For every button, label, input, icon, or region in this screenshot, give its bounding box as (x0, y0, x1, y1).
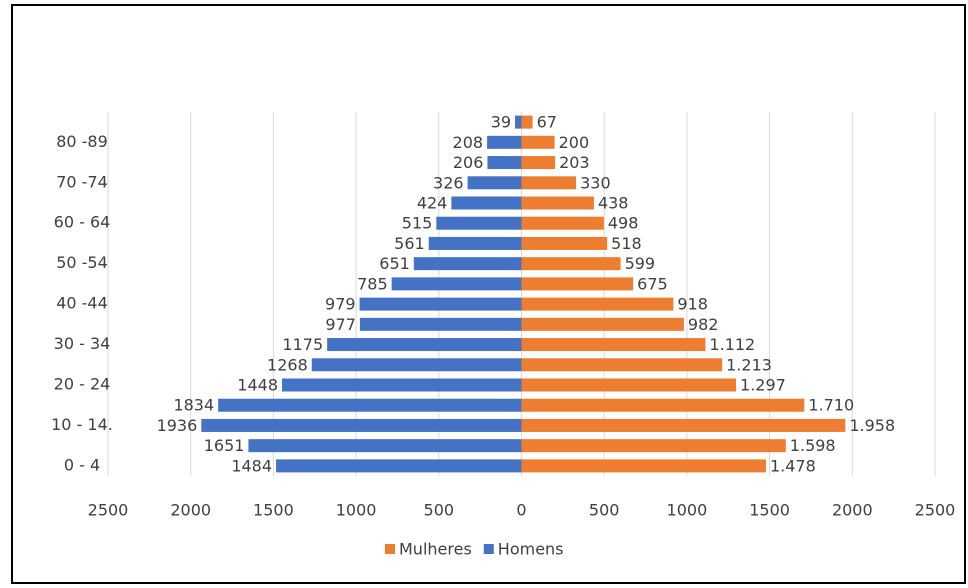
y-tick-label: 70 -74 (56, 172, 108, 191)
data-label: 1.297 (740, 376, 786, 395)
y-tick-label: 10 - 14. (51, 415, 113, 434)
x-tick-label: 500 (589, 501, 620, 520)
data-label: 1.598 (790, 436, 836, 455)
y-tick-label: 40 -44 (56, 294, 108, 313)
bar (521, 257, 621, 271)
data-label: 424 (417, 194, 448, 213)
bar (515, 115, 522, 129)
data-label: 208 (453, 133, 484, 152)
data-label: 599 (625, 254, 656, 273)
x-tick-label: 1000 (667, 501, 708, 520)
bar (359, 297, 522, 311)
x-tick-label: 2500 (88, 501, 129, 520)
data-label: 918 (677, 295, 708, 314)
legend-label: Homens (498, 540, 564, 559)
data-label: 515 (402, 214, 433, 233)
bar (327, 338, 522, 352)
y-tick-label: 50 -54 (56, 253, 108, 272)
bar (276, 459, 522, 473)
data-label: 1651 (204, 436, 245, 455)
data-label: 651 (379, 254, 410, 273)
data-label: 1936 (157, 416, 198, 435)
x-tick-label: 2000 (170, 501, 211, 520)
bar (521, 196, 594, 210)
y-tick-label: 0 - 4 (64, 455, 100, 474)
data-label: 203 (559, 153, 590, 172)
x-tick-label: 1500 (749, 501, 790, 520)
bar (451, 196, 522, 210)
bar (359, 317, 522, 331)
data-label: 1.710 (808, 396, 854, 415)
bar (311, 358, 522, 372)
x-tick-label: 1000 (336, 501, 377, 520)
bar (521, 398, 805, 412)
chart-frame (11, 4, 966, 584)
data-label: 1484 (231, 456, 272, 475)
bar (521, 216, 604, 230)
bar (467, 176, 522, 190)
bar (521, 156, 556, 170)
y-tick-label: 80 -89 (56, 132, 108, 151)
data-label: 561 (394, 234, 425, 253)
bar (521, 176, 577, 190)
bar (248, 439, 522, 453)
bar (487, 135, 522, 149)
data-label: 1448 (237, 376, 278, 395)
bar (391, 277, 522, 291)
bar (521, 358, 723, 372)
data-label: 1268 (267, 355, 308, 374)
bar (487, 156, 522, 170)
bar (521, 277, 634, 291)
data-label: 979 (325, 295, 356, 314)
data-label: 1.213 (726, 355, 772, 374)
data-label: 39 (491, 113, 511, 132)
data-label: 518 (611, 234, 642, 253)
bar (521, 378, 737, 392)
bar (282, 378, 522, 392)
data-label: 977 (325, 315, 356, 334)
data-label: 326 (433, 173, 464, 192)
data-label: 498 (608, 214, 639, 233)
data-label: 206 (453, 153, 484, 172)
data-label: 438 (598, 194, 629, 213)
x-tick-label: 1500 (253, 501, 294, 520)
data-label: 1834 (173, 396, 214, 415)
y-tick-label: 30 - 34 (54, 334, 111, 353)
data-label: 67 (537, 113, 557, 132)
bar (413, 257, 522, 271)
bar (521, 338, 706, 352)
x-tick-label: 2500 (915, 501, 956, 520)
bar (521, 418, 846, 432)
bar (521, 439, 786, 453)
bar (436, 216, 522, 230)
bar (218, 398, 522, 412)
data-label: 785 (357, 274, 388, 293)
legend-label: Mulheres (399, 540, 472, 559)
data-label: 982 (688, 315, 719, 334)
data-label: 1.112 (709, 335, 755, 354)
bar (521, 135, 555, 149)
bar (201, 418, 522, 432)
bar (521, 459, 766, 473)
x-tick-label: 2000 (832, 501, 873, 520)
data-label: 1175 (282, 335, 323, 354)
bar (521, 115, 533, 129)
data-label: 200 (559, 133, 590, 152)
legend-swatch (483, 544, 494, 554)
bar (428, 236, 522, 250)
bar (521, 297, 674, 311)
data-label: 675 (637, 274, 668, 293)
legend-swatch (385, 544, 395, 554)
x-tick-label: 0 (516, 501, 526, 520)
y-tick-label: 60 - 64 (54, 213, 111, 232)
y-tick-label: 20 - 24 (54, 375, 111, 394)
data-label: 1.958 (849, 416, 895, 435)
data-label: 330 (580, 173, 611, 192)
data-label: 1.478 (770, 456, 816, 475)
x-tick-label: 500 (424, 501, 455, 520)
bar (521, 236, 608, 250)
bar (521, 317, 684, 331)
